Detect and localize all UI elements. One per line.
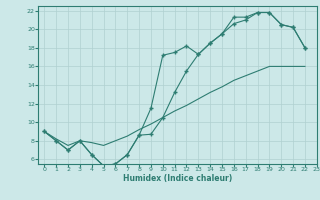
X-axis label: Humidex (Indice chaleur): Humidex (Indice chaleur) xyxy=(123,174,232,183)
